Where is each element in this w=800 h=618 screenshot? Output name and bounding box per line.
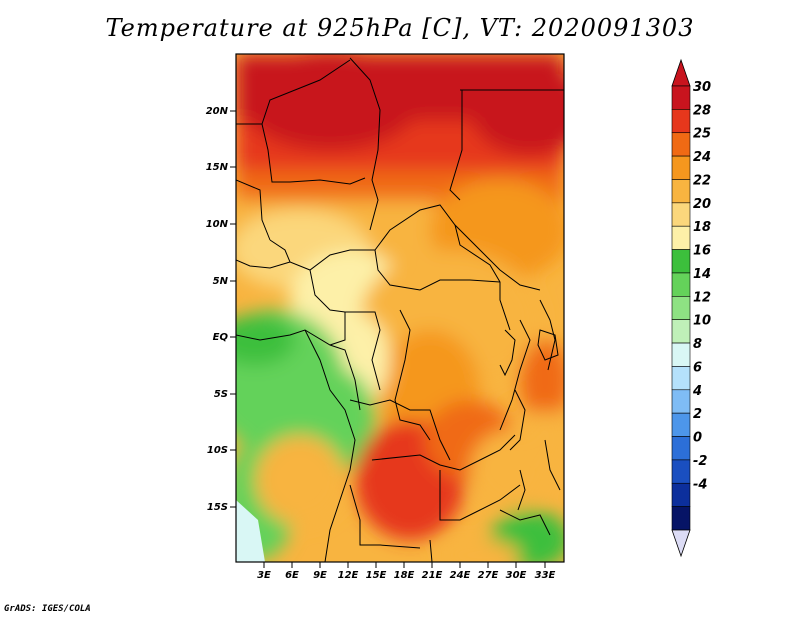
lon-tick: 6E: [285, 562, 299, 581]
lon-label-12e: 12E: [338, 570, 359, 581]
colorbar-label: 30: [693, 80, 711, 95]
colorbar-swatch: [671, 389, 691, 414]
lon-tick: 15E: [366, 562, 387, 581]
colorbar-label: 0: [693, 431, 702, 446]
colorbar-swatch: [671, 436, 691, 461]
colorbar-swatch: [671, 366, 691, 391]
lat-tick: EQ: [213, 332, 236, 343]
lat-label-15n: 15N: [206, 162, 229, 173]
lat-label-5n: 5N: [213, 276, 229, 287]
latitude-axis: 20N 15N 10N 5N EQ 5S 10S 15S: [206, 106, 236, 513]
colorbar-bottom-arrow: [671, 529, 691, 558]
colorbar-swatch: [671, 412, 691, 437]
country-borders: [236, 57, 564, 562]
lat-label-15s: 15S: [207, 502, 228, 513]
colorbar-label: 28: [693, 103, 711, 118]
colorbar-label: 10: [693, 314, 711, 329]
colorbar-label: 20: [693, 197, 711, 212]
lon-tick: 30E: [506, 562, 527, 581]
lon-tick: 18E: [394, 562, 415, 581]
colorbar-swatch: [671, 459, 691, 484]
colorbar-label: 6: [693, 360, 702, 375]
lon-label-3e: 3E: [257, 570, 271, 581]
colorbar-swatch: [671, 85, 691, 110]
colorbar-swatch: [671, 506, 691, 531]
lon-label-18e: 18E: [394, 570, 415, 581]
lat-label-5s: 5S: [214, 389, 228, 400]
colorbar-label: 22: [693, 173, 711, 188]
lon-tick: 27E: [478, 562, 499, 581]
colorbar-swatch: [671, 155, 691, 180]
colorbar-swatch: [671, 249, 691, 274]
grads-credit: GrADS: IGES/COLA: [4, 604, 91, 614]
colorbar-label: 16: [693, 244, 711, 259]
lat-label-10n: 10N: [206, 219, 229, 230]
colorbar-swatch: [671, 272, 691, 297]
colorbar-label: 25: [693, 127, 711, 142]
colorbar-swatch: [671, 109, 691, 134]
colorbar-swatch: [671, 225, 691, 250]
colorbar-label: 24: [693, 150, 711, 165]
temperature-field: [236, 54, 564, 562]
lon-tick: 24E: [450, 562, 471, 581]
lon-label-24e: 24E: [450, 570, 471, 581]
lat-tick: 5N: [213, 276, 236, 287]
lon-tick: 21E: [422, 562, 443, 581]
lon-tick: 9E: [313, 562, 327, 581]
lat-tick: 5S: [214, 389, 236, 400]
colorbar-top-arrow: [671, 58, 691, 87]
map-frame: [235, 53, 565, 563]
colorbar-swatch: [671, 342, 691, 367]
colorbar-swatch: [671, 319, 691, 344]
colorbar-label: 2: [693, 407, 702, 422]
colorbar-label: 8: [693, 337, 702, 352]
lon-label-21e: 21E: [422, 570, 443, 581]
lat-tick: 10S: [207, 445, 236, 456]
longitude-axis: 3E 6E 9E 12E 15E 18E 21E 24E 27E 30E 33E: [257, 562, 556, 581]
colorbar-label: 12: [693, 290, 711, 305]
lon-label-6e: 6E: [285, 570, 299, 581]
colorbar-swatch: [671, 296, 691, 320]
colorbar-swatch: [671, 482, 691, 507]
colorbar-label: 14: [693, 267, 711, 282]
colorbar-label: -2: [693, 454, 707, 469]
lon-label-15e: 15E: [366, 570, 387, 581]
colorbar-label: -4: [693, 477, 707, 492]
lat-tick: 15N: [206, 162, 236, 173]
lat-label-eq: EQ: [213, 332, 229, 343]
lon-tick: 3E: [257, 562, 271, 581]
lon-tick: 12E: [338, 562, 359, 581]
lat-tick: 10N: [206, 219, 236, 230]
chart-title: Temperature at 925hPa [C], VT: 202009130…: [105, 14, 695, 42]
lat-tick: 15S: [207, 502, 236, 513]
lat-label-10s: 10S: [207, 445, 228, 456]
lat-tick: 20N: [206, 106, 236, 117]
lon-label-9e: 9E: [313, 570, 327, 581]
colorbar-swatch: [671, 202, 691, 227]
colorbar-swatches: [671, 85, 691, 531]
colorbar-swatch: [671, 179, 691, 204]
colorbar-swatch: [671, 132, 691, 157]
lon-label-30e: 30E: [506, 570, 527, 581]
colorbar-label: 18: [693, 220, 711, 235]
lon-label-27e: 27E: [478, 570, 499, 581]
colorbar-label: 4: [692, 384, 702, 399]
lon-tick: 33E: [535, 562, 556, 581]
lon-label-33e: 33E: [535, 570, 556, 581]
lat-label-20n: 20N: [206, 106, 229, 117]
